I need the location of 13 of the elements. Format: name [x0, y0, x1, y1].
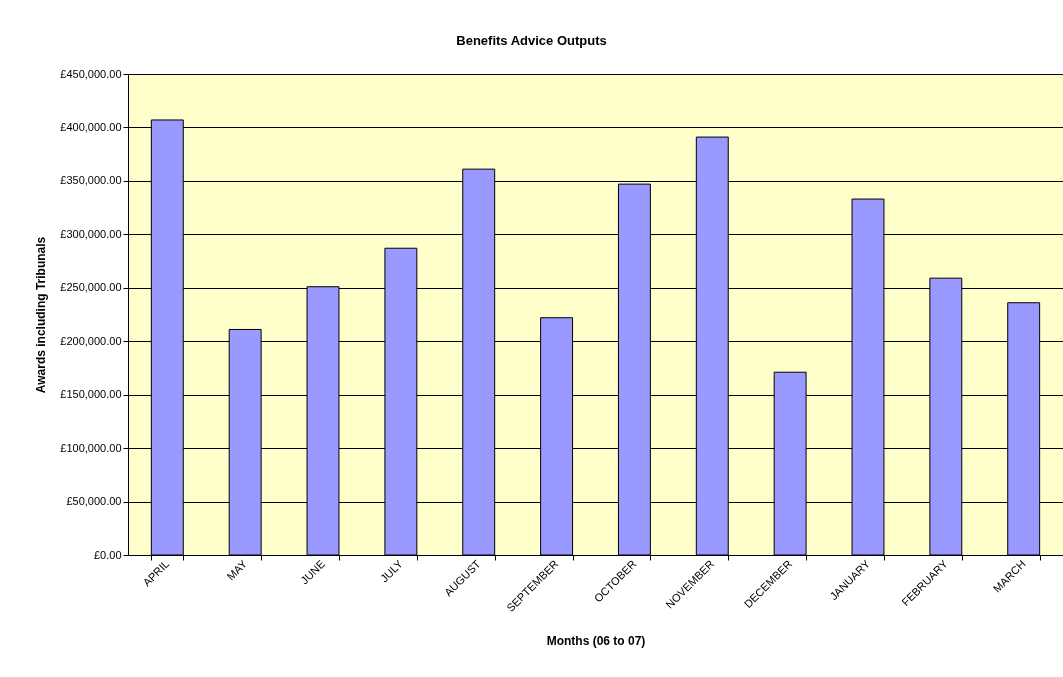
- y-tick-label: £450,000.00: [60, 67, 122, 80]
- y-tick-label: £300,000.00: [60, 227, 122, 240]
- y-tick-label: £350,000.00: [60, 174, 122, 187]
- x-axis-title: Months (06 to 07): [546, 634, 646, 649]
- y-axis-title: Awards including Tribunals: [34, 236, 49, 394]
- chart-title: Benefits Advice Outputs: [456, 33, 607, 48]
- y-tick-label: £200,000.00: [60, 334, 122, 347]
- y-tick-label: £400,000.00: [60, 120, 122, 133]
- y-tick-label: £0.00: [93, 548, 122, 561]
- y-tick-label: £100,000.00: [60, 441, 122, 454]
- y-tick-label: £250,000.00: [60, 281, 122, 294]
- y-tick-label: £50,000.00: [66, 495, 122, 508]
- y-tick-label: £150,000.00: [60, 388, 122, 401]
